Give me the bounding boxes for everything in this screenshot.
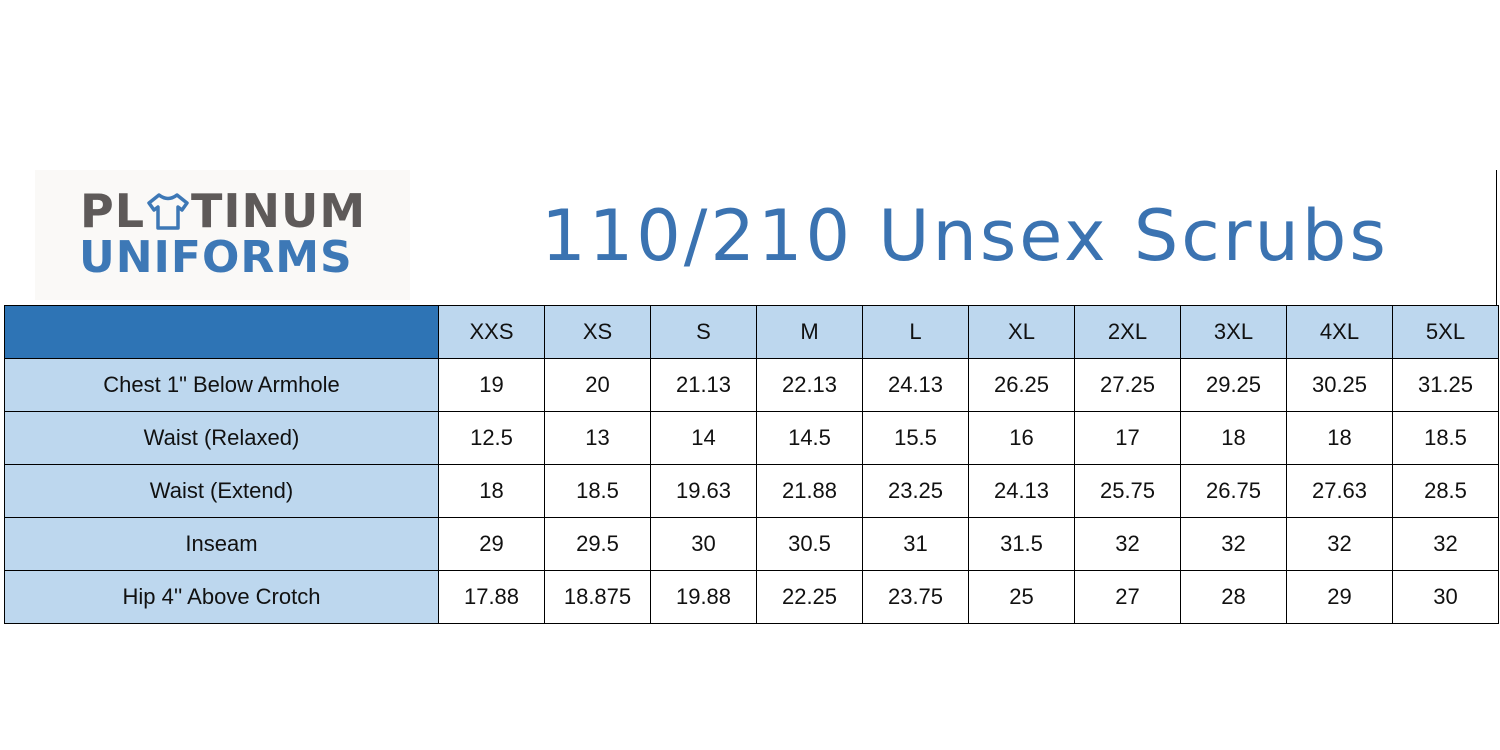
row-label: Hip 4'' Above Crotch	[4, 570, 439, 624]
size-header: 5XL	[1392, 305, 1499, 359]
measurement: 20	[544, 358, 651, 412]
measurement: 32	[1286, 517, 1393, 571]
size-header: L	[862, 305, 969, 359]
size-table: XXS XS S M L XL 2XL 3XL 4XL 5XL Chest 1" Below Arm…	[4, 305, 1499, 624]
measurement: 28.5	[1392, 464, 1499, 518]
logo-text: TINUM	[191, 184, 367, 238]
measurement: 18	[438, 464, 545, 518]
measurement: 19	[438, 358, 545, 412]
measurement: 31.25	[1392, 358, 1499, 412]
size-header: S	[650, 305, 757, 359]
measurement: 17.88	[438, 570, 545, 624]
measurement: 14	[650, 411, 757, 465]
measurement: 30.25	[1286, 358, 1393, 412]
row-label: Chest 1" Below Armhole	[4, 358, 439, 412]
measurement: 15.5	[862, 411, 969, 465]
measurement: 19.88	[650, 570, 757, 624]
table-row: Inseam 29 29.5 30 30.5 31 31.5 32 32 32 32	[4, 517, 1499, 571]
measurement: 30	[650, 517, 757, 571]
size-header: XXS	[438, 305, 545, 359]
measurement: 21.88	[756, 464, 863, 518]
measurement: 18	[1286, 411, 1393, 465]
measurement: 18.875	[544, 570, 651, 624]
measurement: 29.25	[1180, 358, 1287, 412]
logo-line1: PL TINUM	[80, 188, 366, 234]
measurement: 18.5	[544, 464, 651, 518]
measurement: 32	[1392, 517, 1499, 571]
size-header: 3XL	[1180, 305, 1287, 359]
measurement: 18.5	[1392, 411, 1499, 465]
logo-line2: UNIFORMS	[79, 232, 353, 283]
size-header: XL	[968, 305, 1075, 359]
measurement: 29	[1286, 570, 1393, 624]
measurement: 22.25	[756, 570, 863, 624]
table-row: Waist (Relaxed) 12.5 13 14 14.5 15.5 16 17 18 18 1…	[4, 411, 1499, 465]
measurement: 24.13	[862, 358, 969, 412]
measurement: 22.13	[756, 358, 863, 412]
row-label: Inseam	[4, 517, 439, 571]
size-header: 2XL	[1074, 305, 1181, 359]
logo-text: PL	[80, 184, 146, 238]
measurement: 25.75	[1074, 464, 1181, 518]
measurement: 31	[862, 517, 969, 571]
header-corner	[4, 305, 439, 359]
measurement: 21.13	[650, 358, 757, 412]
measurement: 29	[438, 517, 545, 571]
measurement: 27.63	[1286, 464, 1393, 518]
measurement: 27	[1074, 570, 1181, 624]
measurement: 26.75	[1180, 464, 1287, 518]
measurement: 32	[1180, 517, 1287, 571]
size-header: 4XL	[1286, 305, 1393, 359]
border-line	[1496, 170, 1497, 305]
title: 110/210 Unsex Scrubs	[541, 195, 1389, 277]
measurement: 29.5	[544, 517, 651, 571]
table-row: XXS XS S M L XL 2XL 3XL 4XL 5XL	[4, 305, 1499, 359]
measurement: 27.25	[1074, 358, 1181, 412]
measurement: 16	[968, 411, 1075, 465]
measurement: 17	[1074, 411, 1181, 465]
measurement: 14.5	[756, 411, 863, 465]
measurement: 12.5	[438, 411, 545, 465]
size-header: M	[756, 305, 863, 359]
measurement: 28	[1180, 570, 1287, 624]
shirt-icon	[147, 193, 189, 230]
row-label: Waist (Extend)	[4, 464, 439, 518]
logo: PL TINUM UNIFORMS	[35, 170, 410, 300]
measurement: 32	[1074, 517, 1181, 571]
measurement: 30.5	[756, 517, 863, 571]
measurement: 31.5	[968, 517, 1075, 571]
measurement: 24.13	[968, 464, 1075, 518]
measurement: 30	[1392, 570, 1499, 624]
row-label: Waist (Relaxed)	[4, 411, 439, 465]
size-header: XS	[544, 305, 651, 359]
table-row: Chest 1" Below Armhole 19 20 21.13 22.13 24.1…	[4, 358, 1499, 412]
measurement: 19.63	[650, 464, 757, 518]
measurement: 23.25	[862, 464, 969, 518]
measurement: 13	[544, 411, 651, 465]
measurement: 26.25	[968, 358, 1075, 412]
measurement: 18	[1180, 411, 1287, 465]
measurement: 25	[968, 570, 1075, 624]
measurement: 23.75	[862, 570, 969, 624]
table-row: Waist (Extend) 18 18.5 19.63 21.88 23.25 24.13…	[4, 464, 1499, 518]
table-row: Hip 4'' Above Crotch 17.88 18.875 19.88 22.2…	[4, 570, 1499, 624]
